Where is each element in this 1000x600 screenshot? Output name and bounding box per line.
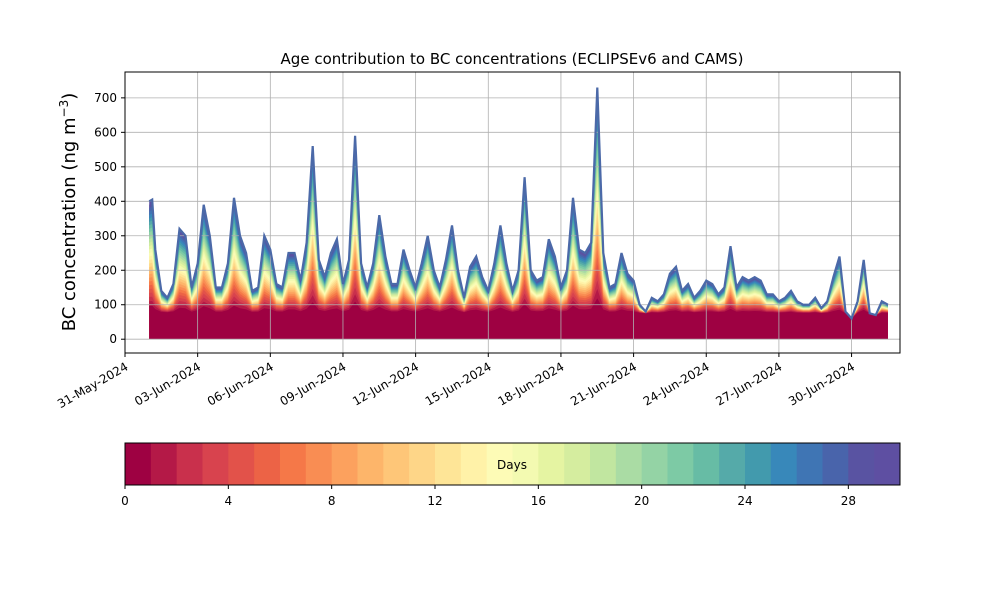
colorbar-tick-label: 24 (737, 494, 752, 508)
y-axis-label: BC concentration (ng m−3) (57, 93, 80, 332)
colorbar-cell (796, 443, 823, 485)
total-concentration-line (148, 87, 889, 321)
y-axis-label-main: BC concentration (ng m (59, 117, 80, 331)
colorbar-cell (719, 443, 746, 485)
colorbar-cell (874, 443, 901, 485)
colorbar-cell (125, 443, 152, 485)
grid-lines (124, 72, 900, 353)
stacked-area-layers (149, 87, 888, 340)
plot-frame (124, 71, 901, 354)
x-tick-label: 09-Jun-2024 (277, 359, 348, 408)
y-axis: 0 100 200 300 400 500 600 700 (94, 91, 125, 346)
colorbar-cell (176, 443, 203, 485)
colorbar-cell (745, 443, 772, 485)
age-layer-0 (149, 298, 888, 340)
x-tick-label: 03-Jun-2024 (132, 359, 203, 408)
colorbar-tick-label: 16 (531, 494, 546, 508)
y-tick-label: 100 (94, 298, 117, 312)
colorbar-cell (693, 443, 720, 485)
colorbar-tick-label: 4 (225, 494, 233, 508)
y-tick-label: 500 (94, 160, 117, 174)
colorbar-ticks: 0 4 8 12 16 20 24 28 (121, 485, 856, 508)
colorbar-frame (124, 442, 901, 486)
x-tick-label: 15-Jun-2024 (423, 359, 494, 408)
x-tick-label: 30-Jun-2024 (786, 359, 857, 408)
colorbar-cell (641, 443, 668, 485)
colorbar-cell (590, 443, 617, 485)
y-tick-label: 600 (94, 125, 117, 139)
colorbar-tick-label: 28 (841, 494, 856, 508)
colorbar-cell (331, 443, 358, 485)
y-tick-label: 300 (94, 229, 117, 243)
colorbar-cell (409, 443, 436, 485)
y-tick-label: 200 (94, 263, 117, 277)
x-tick-label: 24-Jun-2024 (641, 359, 712, 408)
colorbar-tick-label: 20 (634, 494, 649, 508)
colorbar-cell (150, 443, 178, 485)
plot-area (124, 71, 901, 354)
colorbar-tick-label: 8 (328, 494, 336, 508)
x-tick-label: 06-Jun-2024 (205, 359, 276, 408)
colorbar-cell (280, 443, 307, 485)
x-tick-label: 18-Jun-2024 (495, 359, 566, 408)
x-tick-label: 27-Jun-2024 (713, 359, 784, 408)
colorbar-cell (383, 443, 410, 485)
y-axis-label-superscript: −3 (57, 100, 71, 118)
x-axis: 31-May-2024 03-Jun-2024 06-Jun-2024 09-Jun-… (55, 353, 857, 411)
colorbar-cell (822, 443, 849, 485)
colorbar-cell (202, 443, 229, 485)
y-tick-label: 700 (94, 91, 117, 105)
colorbar-cell (486, 443, 513, 485)
colorbar-tick-label: 12 (427, 494, 442, 508)
colorbar-cell (228, 443, 255, 485)
y-tick-label: 0 (109, 332, 117, 346)
colorbar-cell (667, 443, 694, 485)
colorbar-cell (848, 443, 875, 485)
colorbar-cell (254, 443, 281, 485)
x-tick-label: 12-Jun-2024 (350, 359, 421, 408)
colorbar: Days 0 4 8 12 16 20 24 28 (121, 442, 901, 508)
colorbar-cell (615, 443, 643, 485)
colorbar-cell (357, 443, 384, 485)
colorbar-cell (770, 443, 798, 485)
y-tick-label: 400 (94, 194, 117, 208)
colorbar-cell (305, 443, 333, 485)
colorbar-cell (512, 443, 539, 485)
chart-title: Age contribution to BC concentrations (E… (281, 50, 744, 68)
colorbar-cell (460, 443, 488, 485)
colorbar-tick-label: 0 (121, 494, 129, 508)
y-axis-label-close: ) (59, 93, 80, 100)
colorbar-label: Days (497, 458, 527, 472)
colorbar-cell (538, 443, 565, 485)
colorbar-cell (564, 443, 591, 485)
colorbar-cell (435, 443, 462, 485)
colorbar-cells (125, 443, 901, 485)
x-tick-label: 31-May-2024 (55, 359, 130, 411)
x-tick-label: 21-Jun-2024 (568, 359, 639, 408)
